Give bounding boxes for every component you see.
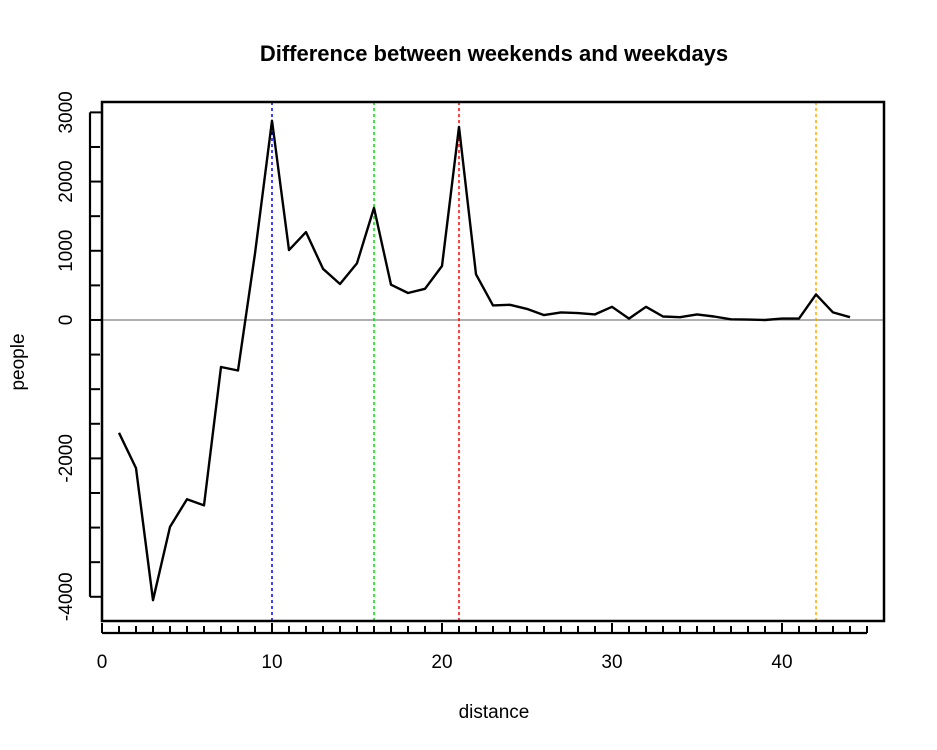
- x-tick-label: 10: [261, 652, 282, 673]
- y-axis-label: people: [8, 333, 29, 390]
- plot-frame: [100, 100, 886, 623]
- chart-title: Difference between weekends and weekdays: [260, 41, 728, 66]
- y-tick-label: 0: [56, 315, 77, 326]
- y-tick-label: 2000: [56, 160, 77, 202]
- x-tick-label: 20: [431, 652, 452, 673]
- x-axis: 0 10 20 30 40: [97, 623, 868, 673]
- series-line-0: [117, 119, 851, 602]
- x-tick-label: 30: [601, 652, 622, 673]
- reference-lines: [102, 102, 884, 621]
- y-tick-label: 1000: [56, 230, 77, 272]
- y-tick-label: 3000: [56, 91, 77, 133]
- x-tick-label: 0: [97, 652, 108, 673]
- y-tick-label: -4000: [56, 572, 77, 621]
- y-tick-label: -2000: [56, 434, 77, 483]
- x-tick-label: 40: [771, 652, 792, 673]
- series-layer: [117, 119, 851, 602]
- y-axis: -4000 -2000 0 1000 2000 3000: [56, 91, 102, 621]
- x-axis-label: distance: [459, 702, 530, 723]
